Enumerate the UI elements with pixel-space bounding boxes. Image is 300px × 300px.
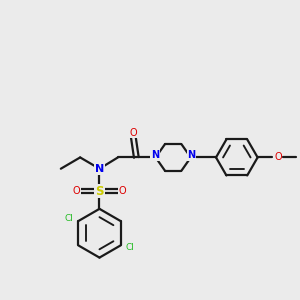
Text: N: N (187, 150, 195, 160)
Text: N: N (151, 150, 159, 160)
Text: O: O (119, 186, 127, 196)
Text: Cl: Cl (126, 243, 135, 252)
Text: Cl: Cl (64, 214, 73, 224)
Text: N: N (95, 164, 104, 174)
Text: O: O (274, 152, 282, 162)
Text: O: O (130, 128, 137, 138)
Text: S: S (95, 184, 104, 197)
Text: O: O (73, 186, 80, 196)
